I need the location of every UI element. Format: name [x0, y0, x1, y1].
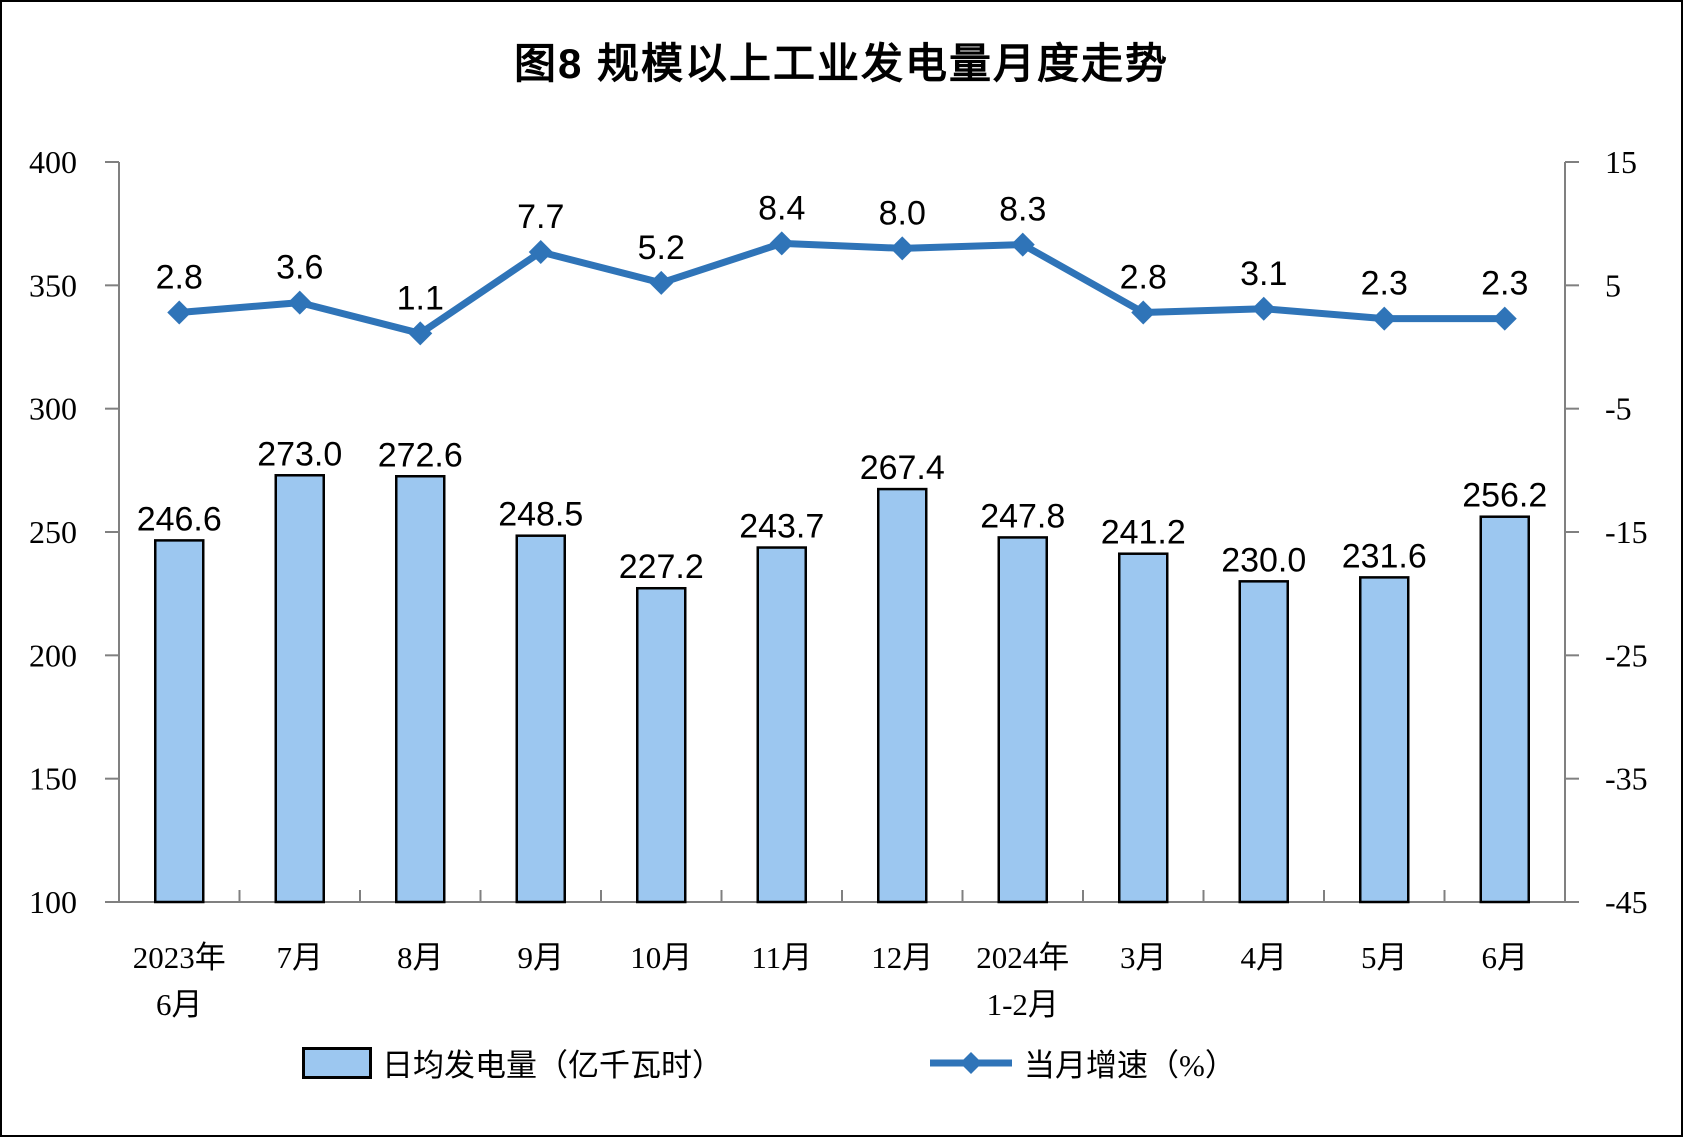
right-axis-tick-label: -15 [1605, 514, 1648, 550]
bar-value-label: 248.5 [498, 496, 583, 534]
bar-value-label: 241.2 [1101, 514, 1186, 552]
x-tick-label-line2: 1-2月 [987, 987, 1059, 1022]
line-point-label: 8.4 [758, 189, 805, 227]
right-axis-tick-label: -5 [1605, 391, 1632, 427]
right-axis-tick-label: 5 [1605, 267, 1621, 303]
bar [515, 534, 566, 904]
left-axis-tick-label: 200 [29, 637, 77, 673]
left-axis-tick-label: 300 [29, 391, 77, 427]
x-tick-label: 12月 [871, 940, 933, 975]
line-point-label: 2.8 [1120, 258, 1167, 296]
legend-item-line: 当月增速（%） [928, 1040, 1236, 1085]
bar-value-label: 267.4 [860, 449, 945, 487]
line-point-label: 3.6 [276, 249, 323, 287]
left-axis-tick-label: 350 [29, 267, 77, 303]
line-point-label: 8.3 [999, 191, 1046, 229]
line-point-label: 2.8 [156, 258, 203, 296]
x-tick-label: 2024年 [976, 940, 1069, 975]
chart-title: 图8 规模以上工业发电量月度走势 [513, 40, 1170, 87]
bar-value-label: 272.6 [378, 436, 463, 474]
x-tick-label: 2023年 [133, 940, 226, 975]
line-series [175, 239, 1509, 337]
line-marker [287, 290, 312, 315]
line-point-label: 1.1 [397, 279, 444, 317]
bar [395, 475, 446, 904]
line-marker [1372, 306, 1397, 331]
bar [1479, 515, 1530, 904]
line-marker [408, 321, 433, 346]
bar [1359, 576, 1410, 904]
bar-value-label: 243.7 [739, 508, 824, 546]
line-marker [1010, 232, 1035, 257]
x-tick-label: 7月 [277, 940, 324, 975]
bar-value-label: 247.8 [980, 497, 1065, 535]
x-tick-label: 3月 [1120, 940, 1167, 975]
bar-value-label: 227.2 [619, 548, 704, 586]
x-tick-label: 9月 [518, 940, 565, 975]
line-marker [167, 300, 192, 325]
bar [1238, 580, 1289, 904]
right-axis-tick-label: -45 [1605, 884, 1648, 920]
bar [1118, 552, 1169, 904]
x-tick-label-line2: 6月 [156, 987, 203, 1022]
line-point-label: 7.7 [517, 198, 564, 236]
x-tick-label: 5月 [1361, 940, 1408, 975]
line-marker [769, 231, 794, 256]
x-tick-label: 8月 [397, 940, 444, 975]
bar [274, 474, 325, 904]
left-axis-tick-label: 400 [29, 144, 77, 180]
legend-line-label: 当月增速（%） [1024, 1048, 1236, 1083]
line-point-label: 5.2 [638, 229, 685, 267]
bar-value-label: 230.0 [1221, 541, 1306, 579]
line-point-label: 3.1 [1240, 255, 1287, 293]
right-axis-tick-label: 15 [1605, 144, 1637, 180]
line-point-label: 2.3 [1361, 265, 1408, 303]
bar [756, 546, 807, 904]
x-tick-label: 6月 [1482, 940, 1529, 975]
line-marker [649, 270, 674, 295]
line-marker [1492, 306, 1517, 331]
bar-value-label: 273.0 [257, 435, 342, 473]
bar [997, 536, 1048, 904]
bar [154, 539, 205, 904]
line-point-label: 8.0 [879, 194, 926, 232]
line-marker [890, 236, 915, 261]
bar [877, 487, 928, 904]
line-marker [1131, 300, 1156, 325]
bar [636, 586, 687, 904]
bar-value-label: 246.6 [137, 500, 222, 538]
left-axis-tick-label: 150 [29, 761, 77, 797]
bar-value-label: 231.6 [1342, 537, 1427, 575]
bar-value-label: 256.2 [1462, 477, 1547, 515]
line-marker [1251, 296, 1276, 321]
right-axis-tick-label: -25 [1605, 637, 1648, 673]
right-axis-tick-label: -35 [1605, 761, 1648, 797]
line-point-label: 2.3 [1481, 265, 1528, 303]
bar-series-swatch-icon [302, 1046, 372, 1079]
legend-item-bar: 日均发电量（亿千瓦时） [302, 1040, 723, 1085]
x-tick-label: 4月 [1241, 940, 1288, 975]
line-series-swatch-icon [930, 1051, 1012, 1074]
legend-bar-label: 日均发电量（亿千瓦时） [382, 1048, 723, 1083]
left-axis-tick-label: 250 [29, 514, 77, 550]
left-axis-tick-label: 100 [29, 884, 77, 920]
line-marker [528, 240, 553, 265]
x-tick-label: 10月 [630, 940, 692, 975]
x-tick-label: 11月 [751, 940, 812, 975]
